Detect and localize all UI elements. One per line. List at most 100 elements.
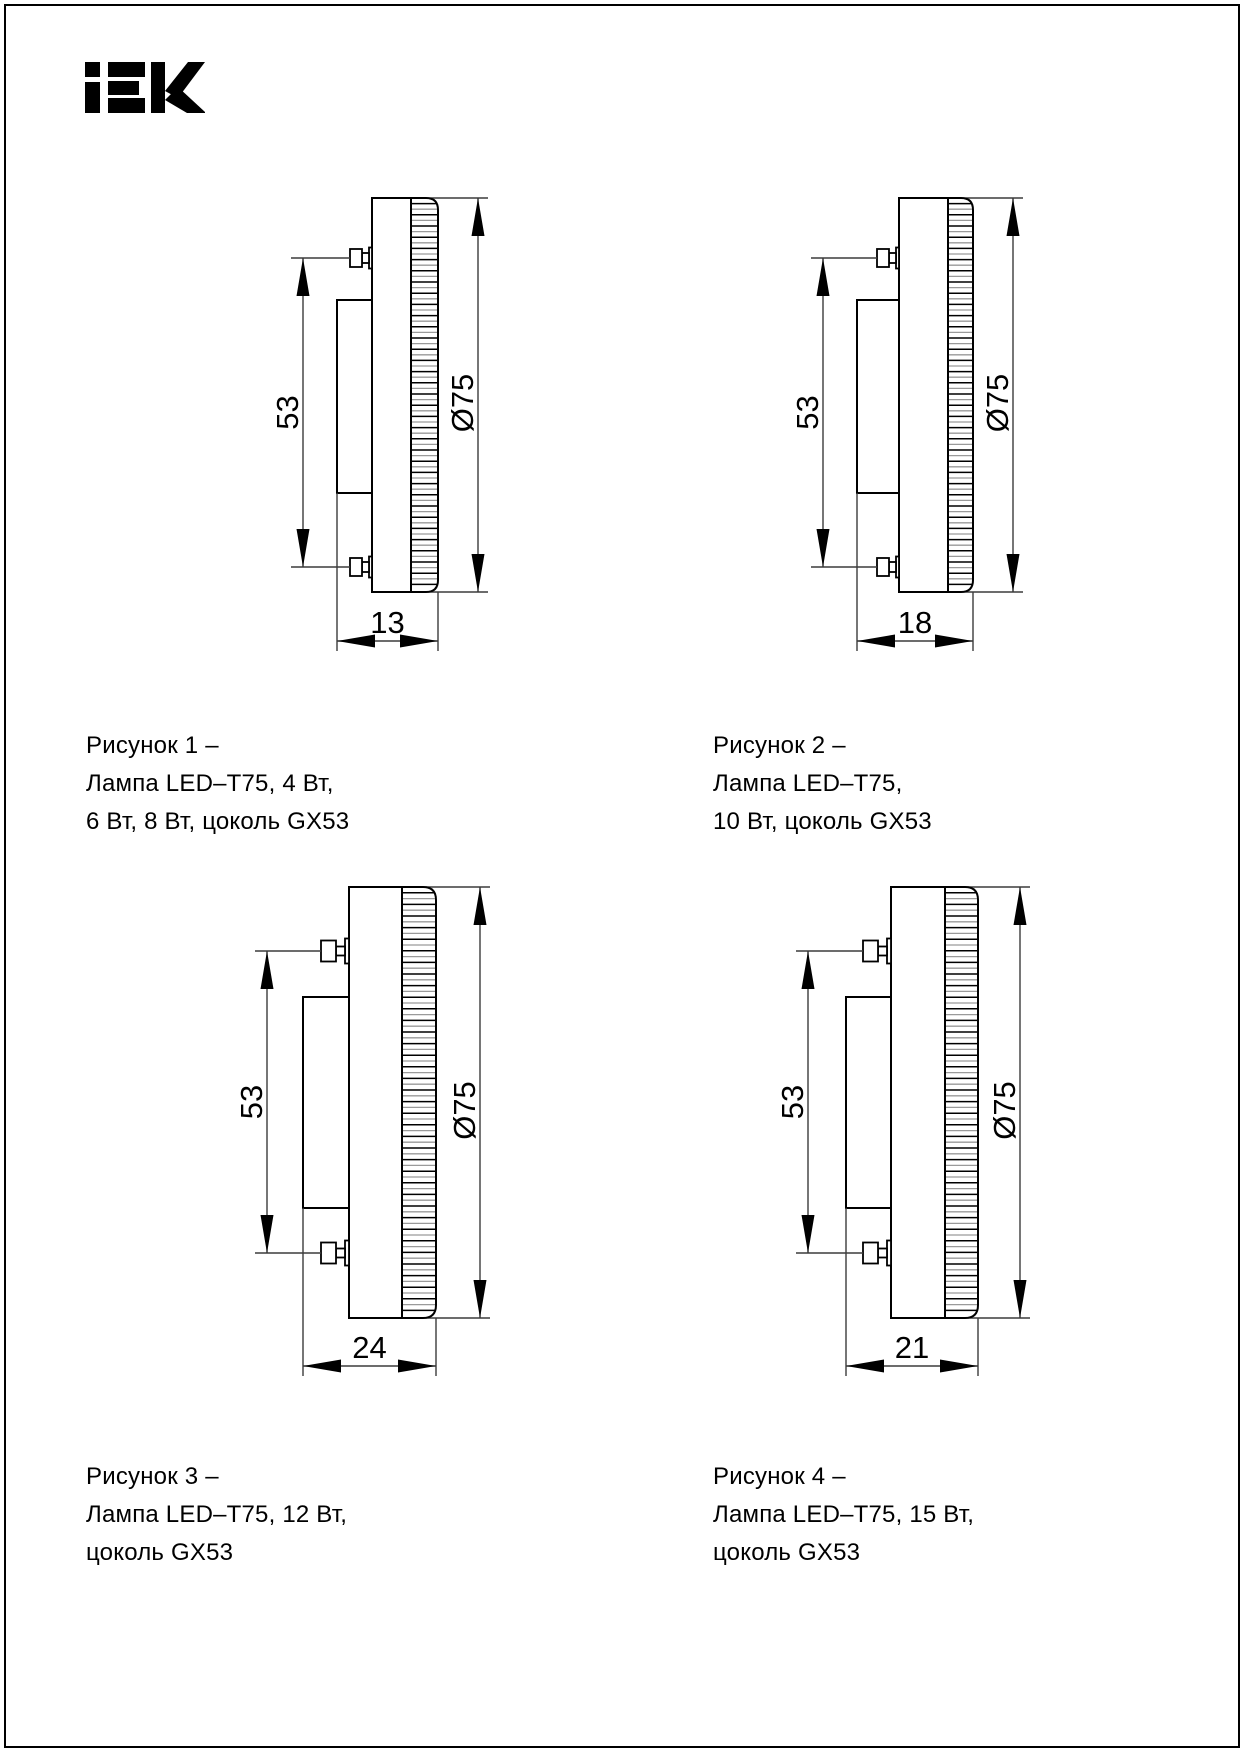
dimension-arrow (260, 1215, 274, 1253)
pin-cap (349, 557, 363, 577)
pin-spacing-dimension: 53 (234, 950, 321, 1254)
diffuser-ribs (403, 892, 435, 1312)
caption-line: Лампа LED–T75, 4 Вт, (86, 770, 334, 797)
pin-neck (361, 252, 370, 264)
logo-i-stem (85, 82, 100, 113)
thickness-dimension: 18 (856, 493, 974, 651)
logo-e-top-bar (108, 62, 145, 77)
caption-line: Рисунок 3 – (86, 1463, 219, 1490)
gx53-pin (320, 937, 350, 965)
pin-neck (361, 561, 370, 573)
lamp-face-plate (348, 886, 403, 1319)
figure-1-caption: Рисунок 1 – Лампа LED–T75, 4 Вт, 6 Вт, 8… (86, 727, 349, 841)
dimension-arrow (337, 634, 375, 648)
dimension-arrow (1006, 198, 1020, 236)
dimension-arrow (473, 887, 487, 925)
thickness-label: 18 (898, 605, 932, 640)
diameter-dimension: Ø75 (987, 887, 1027, 1318)
caption-line: 10 Вт, цоколь GX53 (713, 808, 932, 835)
logo-i-dot (85, 62, 100, 77)
dimension-arrow (816, 529, 830, 567)
dimension-arrow (471, 198, 485, 236)
logo-e-mid-bar (108, 81, 139, 95)
diameter-dimension: Ø75 (980, 198, 1020, 592)
gx53-pin (876, 555, 900, 579)
caption-line: Рисунок 2 – (713, 732, 846, 759)
pin-neck (888, 561, 897, 573)
diameter-dimension: Ø75 (445, 198, 485, 592)
pin-neck (877, 1247, 888, 1259)
dimension-arrow (935, 634, 973, 648)
dimension-arrow (471, 554, 485, 592)
dimension-arrow (296, 258, 310, 296)
figure-2-drawing: 53 Ø75 18 (790, 197, 1023, 651)
dimension-arrow (846, 1359, 884, 1373)
pin-spacing-label: 53 (790, 395, 825, 429)
thickness-dimension: 21 (845, 1208, 979, 1376)
caption-line: Рисунок 4 – (713, 1463, 846, 1490)
pin-cap (862, 1241, 879, 1265)
diameter-label: Ø75 (445, 374, 480, 433)
diffuser-ribs (412, 202, 437, 586)
caption-line: цоколь GX53 (713, 1539, 861, 1566)
lamp-face-plate (890, 886, 946, 1319)
thickness-label: 21 (895, 1330, 929, 1365)
lamp-ribbed-diffuser (401, 886, 437, 1319)
dimension-arrow (400, 634, 438, 648)
diffuser-ribs (949, 202, 972, 586)
lamp-ribbed-diffuser (944, 886, 979, 1319)
caption-line: 6 Вт, 8 Вт, цоколь GX53 (86, 808, 350, 835)
gx53-pin (349, 555, 373, 579)
lamp-back-body (302, 996, 350, 1209)
thickness-dimension: 13 (336, 493, 439, 651)
figure-3-drawing: 53 Ø75 24 (234, 886, 490, 1376)
lamp-face-plate (898, 197, 949, 593)
dimension-arrow (1013, 1280, 1027, 1318)
pin-spacing-dimension: 53 (790, 257, 877, 568)
dimension-arrow (1006, 554, 1020, 592)
figures-layer: 53 Ø75 13 53 Ø75 18 53 Ø75 24 53 Ø75 21 (234, 197, 1030, 1376)
diameter-label: Ø75 (987, 1081, 1022, 1140)
pin-neck (877, 945, 888, 957)
gx53-pin (862, 937, 892, 965)
logo-k-stem (151, 62, 165, 113)
thickness-label: 24 (352, 1330, 386, 1365)
iek-logo (85, 62, 205, 113)
logo-e-bottom-bar (108, 98, 145, 113)
pin-spacing-label: 53 (775, 1085, 810, 1119)
dimension-arrow (857, 634, 895, 648)
pin-spacing-dimension: 53 (775, 950, 863, 1254)
diffuser-ribs (946, 892, 977, 1312)
lamp-ribbed-diffuser (410, 197, 439, 593)
caption-line: цоколь GX53 (86, 1539, 234, 1566)
gx53-pin (876, 246, 900, 270)
dimension-arrow (303, 1359, 341, 1373)
pin-cap (320, 1241, 337, 1265)
pin-cap (862, 939, 879, 963)
lamp-back-body (336, 299, 373, 494)
diameter-label: Ø75 (980, 374, 1015, 433)
dimension-arrow (473, 1280, 487, 1318)
logo-k-upper-arm (165, 62, 205, 98)
pin-neck (335, 1247, 346, 1259)
dimension-arrow (1013, 887, 1027, 925)
pin-cap (876, 248, 890, 268)
thickness-dimension: 24 (302, 1208, 437, 1376)
caption-line: Лампа LED–T75, (713, 770, 903, 797)
dimension-arrow (801, 1215, 815, 1253)
lamp-ribbed-diffuser (947, 197, 974, 593)
gx53-pin (862, 1239, 892, 1267)
gx53-pin (349, 246, 373, 270)
lamp-back-body (845, 996, 892, 1209)
diameter-dimension: Ø75 (447, 887, 487, 1318)
lamp-back-body (856, 299, 900, 494)
thickness-label: 13 (370, 605, 404, 640)
figure-1-drawing: 53 Ø75 13 (270, 197, 488, 651)
caption-line: Лампа LED–T75, 15 Вт, (713, 1501, 975, 1528)
figure-3-caption: Рисунок 3 – Лампа LED–T75, 12 Вт, цоколь… (86, 1458, 347, 1572)
pin-cap (320, 939, 337, 963)
logo-k-lower-arm (165, 87, 205, 113)
dimension-arrow (260, 951, 274, 989)
